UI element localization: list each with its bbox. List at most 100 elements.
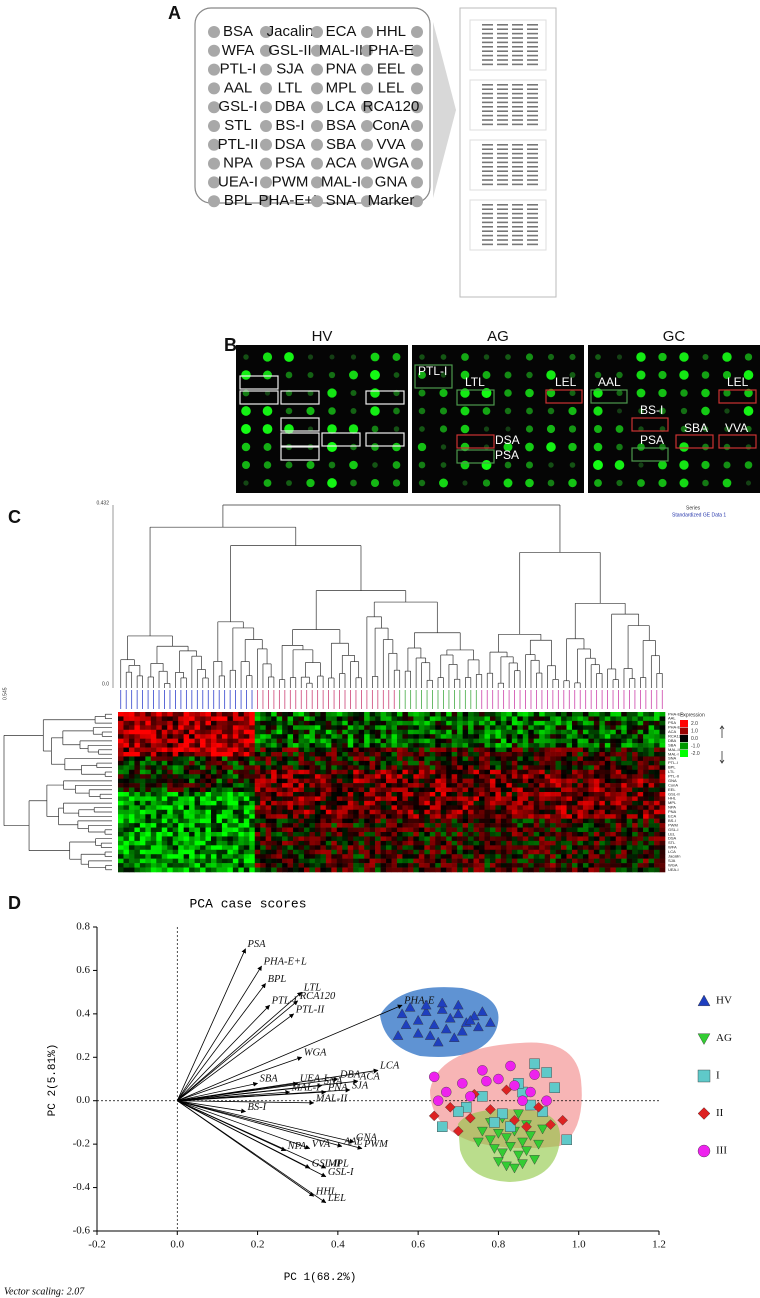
heatmap-cell <box>479 716 485 721</box>
subarray-text <box>497 230 508 232</box>
heatmap-cell <box>501 859 507 864</box>
heatmap-cell <box>129 854 135 859</box>
heatmap-cell <box>309 792 315 797</box>
heatmap-cell <box>616 779 622 784</box>
heatmap-cell <box>342 823 348 828</box>
heatmap-cell <box>200 823 206 828</box>
heatmap-cell <box>512 761 518 766</box>
heatmap-cell <box>260 779 266 784</box>
heatmap-cell <box>556 712 562 717</box>
subarray-text <box>497 115 508 117</box>
heatmap-cell <box>528 859 534 864</box>
heatmap-cell <box>123 850 129 855</box>
heatmap-cell <box>331 756 337 761</box>
heatmap-cell <box>413 845 419 850</box>
heatmap-cell <box>200 819 206 824</box>
heatmap-cell <box>255 828 261 833</box>
heatmap-cell <box>233 752 239 757</box>
heatmap-cell <box>200 868 206 873</box>
heatmap-cell <box>255 832 261 837</box>
heatmap-cell <box>260 859 266 864</box>
heatmap-cell <box>288 845 294 850</box>
heatmap-cell <box>534 756 540 761</box>
heatmap-cell <box>599 788 605 793</box>
heatmap-cell <box>408 788 414 793</box>
heatmap-cell <box>539 814 545 819</box>
heatmap-cell <box>167 721 173 726</box>
heatmap-cell <box>375 765 381 770</box>
heatmap-cell <box>195 819 201 824</box>
heatmap-cell <box>189 752 195 757</box>
heatmap-cell <box>271 819 277 824</box>
heatmap-cell <box>233 845 239 850</box>
heatmap-cell <box>206 805 212 810</box>
subarray-text <box>482 170 493 172</box>
heatmap-cell <box>227 716 233 721</box>
heatmap-cell <box>140 841 146 846</box>
heatmap-cell <box>151 770 157 775</box>
heatmap-cell <box>386 841 392 846</box>
heatmap-cell <box>605 801 611 806</box>
heatmap-cell <box>523 814 529 819</box>
heatmap-cell <box>577 734 583 739</box>
heatmap-cell <box>627 832 633 837</box>
heatmap-cell <box>255 841 261 846</box>
heatmap-cell <box>304 810 310 815</box>
heatmap-cell <box>134 756 140 761</box>
heatmap-cell <box>331 765 337 770</box>
heatmap-cell <box>123 743 129 748</box>
heatmap-cell <box>649 770 655 775</box>
lectin-label: DSA <box>275 136 306 153</box>
heatmap-cell <box>446 748 452 753</box>
heatmap-cell <box>266 828 272 833</box>
heatmap-cell <box>342 712 348 717</box>
heatmap-cell <box>638 734 644 739</box>
heatmap-cell <box>621 814 627 819</box>
heatmap-cell <box>266 734 272 739</box>
heatmap-cell <box>353 743 359 748</box>
heatmap-cell <box>577 854 583 859</box>
heatmap-cell <box>348 859 354 864</box>
heatmap-cell <box>184 823 190 828</box>
heatmap-cell <box>123 734 129 739</box>
heatmap-cell <box>468 748 474 753</box>
heatmap-cell <box>118 832 124 837</box>
heatmap-cell <box>151 819 157 824</box>
heatmap-cell <box>206 841 212 846</box>
heatmap-cell <box>627 716 633 721</box>
heatmap-cell <box>392 748 398 753</box>
heatmap-cell <box>173 819 179 824</box>
subarray-text <box>512 93 523 95</box>
heatmap-cell <box>364 730 370 735</box>
heatmap-cell <box>523 725 529 730</box>
heatmap-cell <box>441 748 447 753</box>
heatmap-cell <box>616 770 622 775</box>
heatmap-cell <box>233 814 239 819</box>
heatmap-cell <box>381 832 387 837</box>
heatmap-cell <box>293 823 299 828</box>
heatmap-cell <box>556 716 562 721</box>
heatmap-cell <box>392 739 398 744</box>
heatmap-cell <box>359 814 365 819</box>
heatmap-cell <box>134 716 140 721</box>
heatmap-cell <box>408 836 414 841</box>
heatmap-cell <box>534 796 540 801</box>
heatmap-cell <box>605 743 611 748</box>
heatmap-cell <box>381 761 387 766</box>
heatmap-cell <box>386 774 392 779</box>
heatmap-cell <box>616 868 622 873</box>
heatmap-cell <box>244 814 250 819</box>
heatmap-cell <box>495 810 501 815</box>
subarray-text <box>482 119 493 121</box>
heatmap-cell <box>118 765 124 770</box>
heatmap-cell <box>348 716 354 721</box>
heatmap-cell <box>583 828 589 833</box>
heatmap-cell <box>419 734 425 739</box>
subarray-text <box>497 37 508 39</box>
heatmap-cell <box>156 805 162 810</box>
heatmap-cell <box>184 716 190 721</box>
heatmap-cell <box>649 774 655 779</box>
heatmap-cell <box>348 814 354 819</box>
heatmap-cell <box>167 796 173 801</box>
heatmap-cell <box>123 770 129 775</box>
